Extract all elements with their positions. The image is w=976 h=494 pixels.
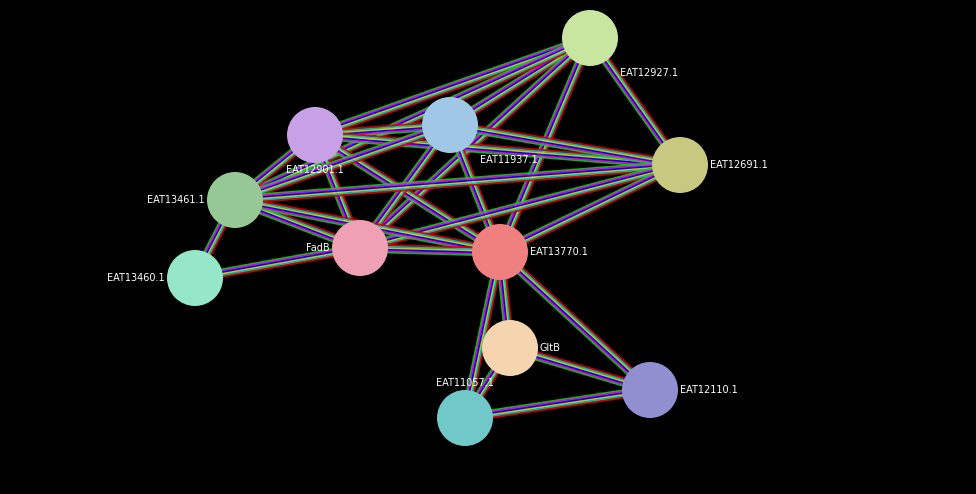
Circle shape [652,137,708,193]
Circle shape [332,220,388,276]
Circle shape [422,97,478,153]
Text: EAT12691.1: EAT12691.1 [710,160,768,170]
Text: GltB: GltB [540,343,561,353]
Circle shape [437,390,493,446]
Circle shape [472,224,528,280]
Text: EAT13770.1: EAT13770.1 [530,247,588,257]
Circle shape [562,10,618,66]
Text: EAT12901.1: EAT12901.1 [286,165,344,175]
Text: EAT12110.1: EAT12110.1 [680,385,738,395]
Circle shape [482,320,538,376]
Circle shape [207,172,263,228]
Text: EAT13460.1: EAT13460.1 [107,273,165,283]
Text: EAT11937.1: EAT11937.1 [480,155,538,165]
Circle shape [287,107,343,163]
Circle shape [167,250,223,306]
Text: EAT11057.1: EAT11057.1 [436,378,494,388]
Text: FadB: FadB [306,243,330,253]
Circle shape [622,362,678,418]
Text: EAT13461.1: EAT13461.1 [147,195,205,205]
Text: EAT12927.1: EAT12927.1 [620,68,678,78]
